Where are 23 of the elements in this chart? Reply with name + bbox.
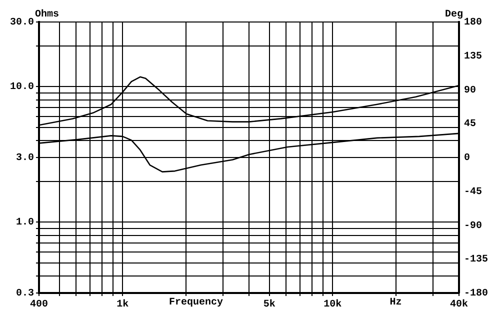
x-tick-label: 1k <box>116 298 129 311</box>
y2-tick-label: 90 <box>464 85 476 96</box>
x-tick-label: 5k <box>263 298 276 311</box>
y-tick-label: 10.0 <box>10 82 34 94</box>
y-tick-label: 1.0 <box>16 218 34 229</box>
x-tick-label: 400 <box>30 300 48 311</box>
y2-tick-label: -135 <box>464 254 488 266</box>
y-tick-label: 3.0 <box>16 153 34 164</box>
y2-tick-label: 180 <box>464 18 482 29</box>
y2-tick-label: -45 <box>464 186 482 198</box>
y2-axis-title: Deg <box>444 10 463 21</box>
y2-tick-label: 135 <box>464 51 482 62</box>
y-tick-label: 30.0 <box>10 18 34 29</box>
x-tick-label: 10k <box>324 298 342 311</box>
y-axis-title: Ohms <box>35 8 60 21</box>
y-tick-label: 0.3 <box>16 288 34 300</box>
y2-tick-label: -180 <box>464 288 488 300</box>
x-axis-title: Frequency <box>168 298 223 309</box>
text: Hz <box>390 298 402 309</box>
y2-tick-label: 0 <box>464 153 470 164</box>
y2-tick-label: -90 <box>464 220 482 232</box>
y2-tick-label: 45 <box>464 119 476 130</box>
x-tick-label: 40k <box>450 298 468 311</box>
